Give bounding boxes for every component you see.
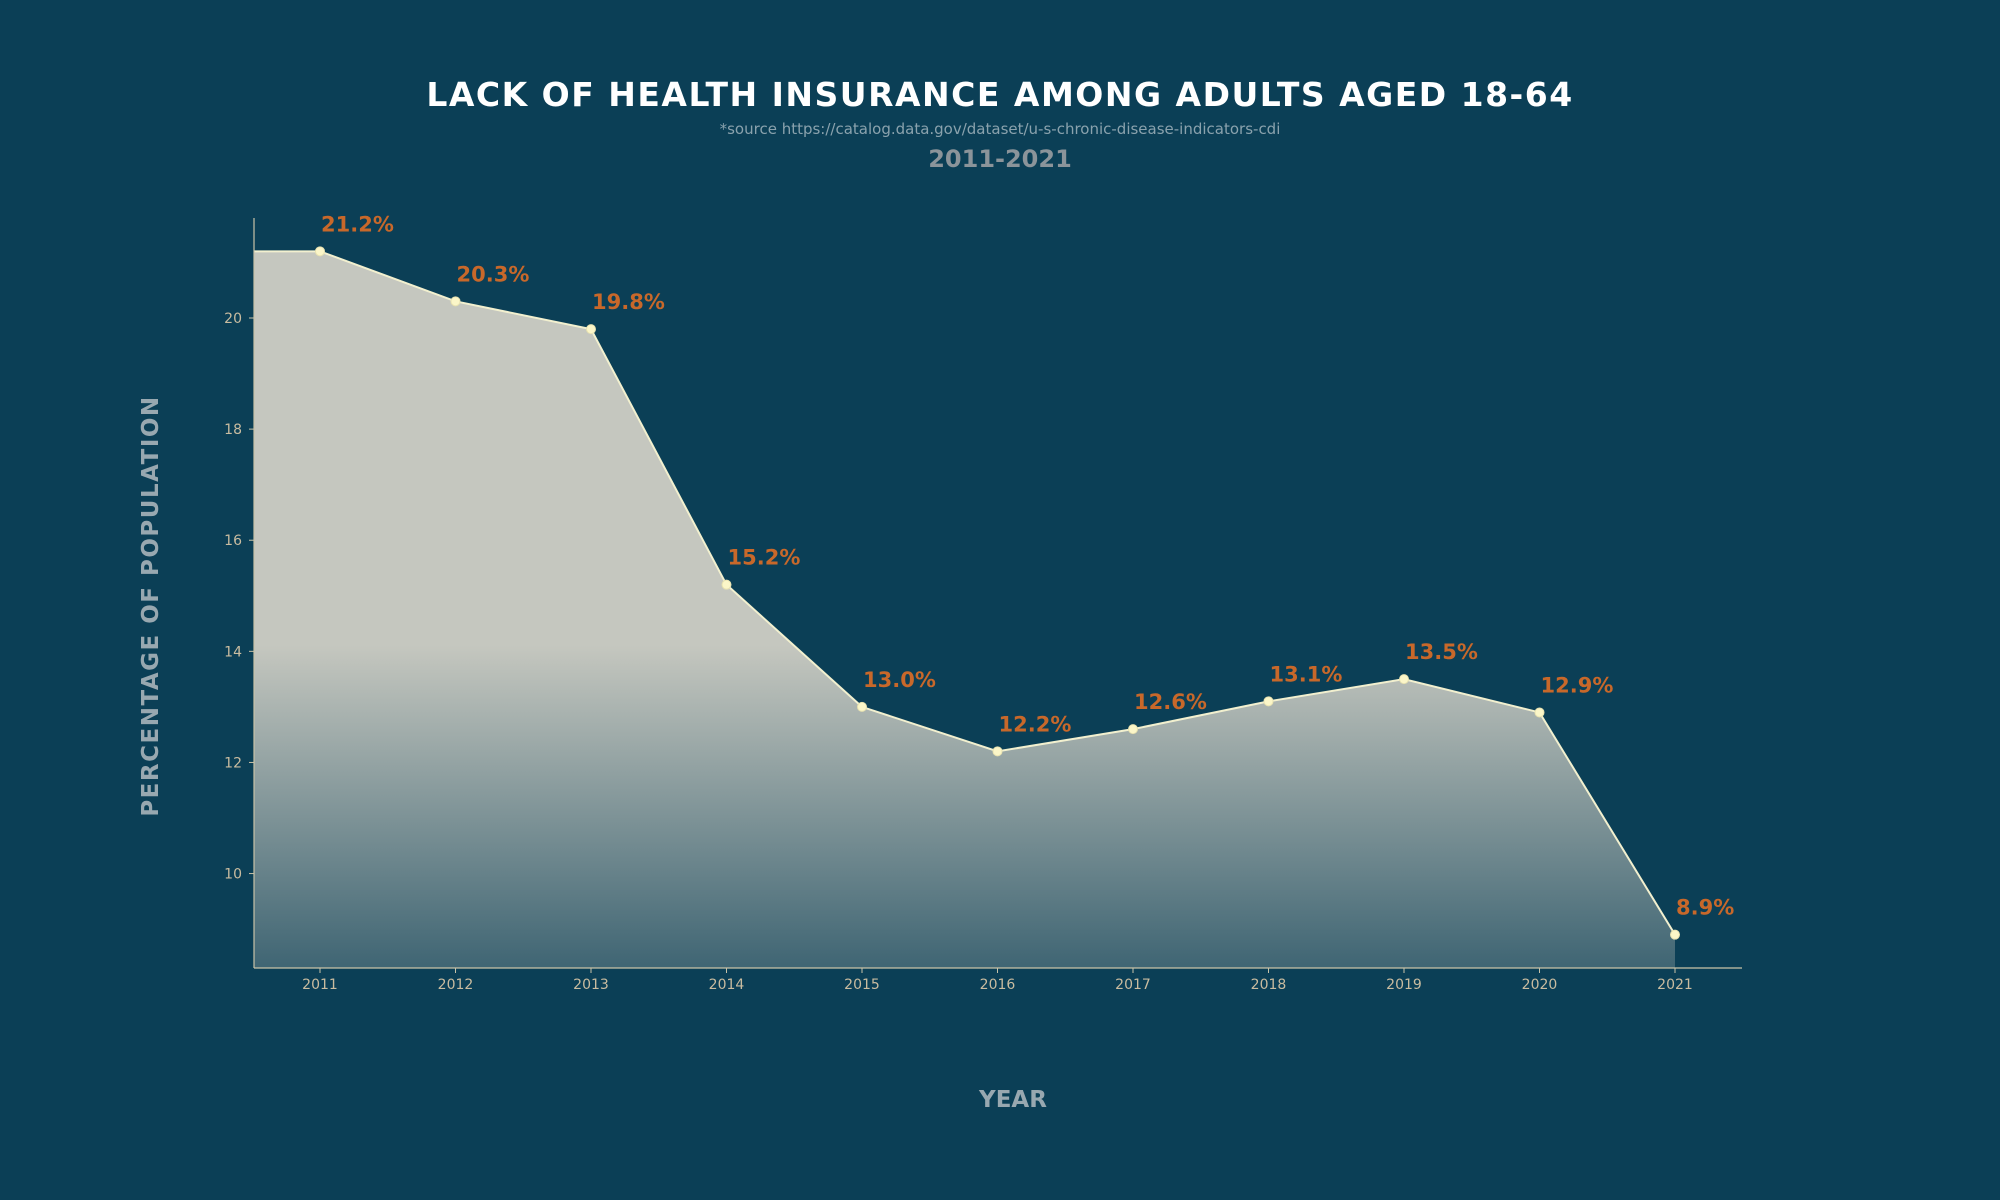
y-tick-label: 10 (224, 867, 242, 883)
x-tick-label: 2015 (844, 977, 880, 993)
x-tick-label: 2014 (709, 977, 745, 993)
data-point (721, 579, 732, 590)
data-label: 12.9% (1541, 673, 1614, 697)
data-point (315, 246, 325, 257)
x-tick-label: 2012 (438, 977, 474, 993)
data-point (1399, 674, 1409, 685)
chart-subtitle: 2011-2021 (928, 145, 1072, 173)
x-tick-label: 2017 (1115, 977, 1151, 993)
y-axis-title: PERCENTAGE OF POPULATION (138, 395, 164, 816)
data-point (992, 746, 1003, 757)
data-label: 8.9% (1676, 896, 1734, 920)
data-point (586, 324, 596, 335)
data-point (857, 701, 867, 712)
data-label: 20.3% (457, 262, 530, 286)
x-tick-label: 2021 (1657, 977, 1693, 993)
data-label: 13.0% (863, 668, 936, 692)
data-label: 13.1% (1270, 662, 1343, 686)
data-label: 15.2% (728, 546, 801, 570)
source-note: *source https://catalog.data.gov/dataset… (719, 120, 1281, 138)
x-tick-label: 2016 (980, 977, 1016, 993)
x-tick-label: 2020 (1522, 977, 1558, 993)
data-label: 12.2% (999, 712, 1072, 736)
data-label: 19.8% (592, 290, 665, 314)
data-point (450, 296, 461, 307)
series-line (254, 250, 1676, 936)
data-point (1263, 696, 1274, 707)
data-point (1670, 929, 1680, 940)
x-tick-label: 2011 (302, 977, 338, 993)
y-tick-label: 18 (224, 422, 242, 438)
y-tick-label: 12 (224, 755, 242, 771)
y-tick-label: 16 (224, 533, 242, 549)
data-label: 13.5% (1405, 640, 1478, 664)
x-tick-label: 2019 (1386, 977, 1422, 993)
data-point (1534, 707, 1545, 718)
x-axis-title: YEAR (978, 1087, 1047, 1113)
data-point (1128, 724, 1138, 735)
data-label: 21.2% (321, 212, 394, 236)
chart-title: LACK OF HEALTH INSURANCE AMONG ADULTS AG… (426, 75, 1574, 114)
area-fill (254, 251, 1675, 969)
y-tick-label: 20 (224, 311, 242, 327)
y-tick-label: 14 (224, 644, 242, 660)
x-tick-label: 2018 (1251, 977, 1287, 993)
data-label: 12.6% (1134, 690, 1207, 714)
x-tick-label: 2013 (573, 977, 609, 993)
